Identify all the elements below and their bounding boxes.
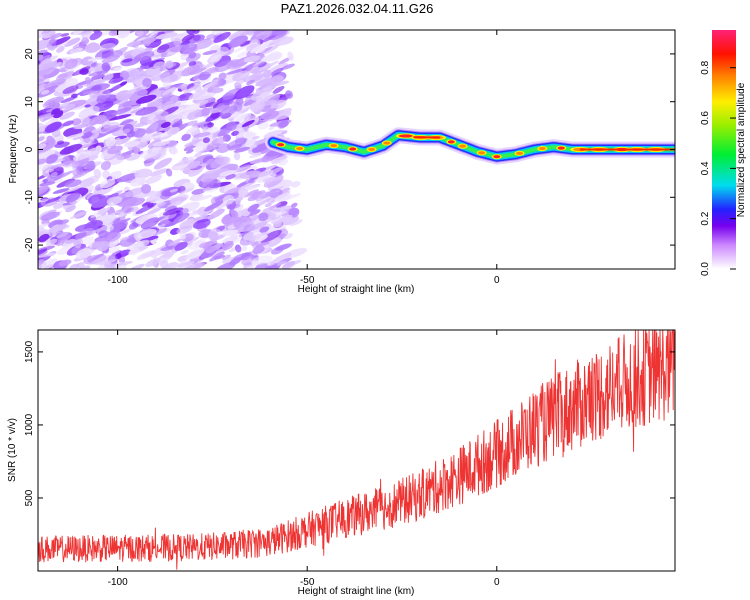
spectrogram-cloud	[38, 30, 308, 269]
colorbar-tick-label: 0.2	[700, 211, 711, 225]
spectrogram-xtick-label: -50	[300, 275, 315, 286]
snr-panel: -100 -50 0 500 1000 1500 Height of straight …	[7, 329, 676, 597]
spectrogram-ylabel: Frequency (Hz)	[8, 115, 19, 184]
spectrogram-ytick-label: -20	[24, 237, 35, 252]
snr-xtick-label: -100	[108, 577, 128, 588]
spectrogram-ytick-label: -10	[24, 190, 35, 205]
snr-ylabel: SNR (10 * v/v)	[7, 418, 18, 482]
colorbar-tick-label: 0.6	[700, 111, 711, 125]
spectrogram-xtick-label: -100	[108, 275, 128, 286]
spectrogram-ytick-label: 20	[24, 48, 35, 60]
spectrogram-ytick-label: 10	[24, 96, 35, 108]
snr-xlabel: Height of straight line (km)	[298, 586, 415, 597]
snr-xtick-label: -50	[300, 577, 315, 588]
snr-series-line	[38, 330, 675, 570]
spectrogram-xtick-label: 0	[494, 275, 500, 286]
spectrogram-ridge	[265, 127, 675, 165]
spectrogram-xlabel: Height of straight line (km)	[298, 284, 415, 295]
snr-ytick-label: 500	[24, 489, 35, 506]
page-title: PAZ1.2026.032.04.11.G26	[280, 1, 434, 16]
snr-frame	[37, 329, 676, 572]
colorbar-tick-label: 0.8	[700, 60, 711, 74]
snr-ytick-label: 1000	[24, 413, 35, 436]
snr-ytick-label: 1500	[24, 340, 35, 363]
colorbar-tick-label: 0.4	[700, 161, 711, 175]
colorbar-tick-label: 0.0	[700, 262, 711, 276]
colorbar-label: Normalized spectral amplitude	[736, 82, 747, 217]
colorbar: 0.0 0.2 0.4 0.6 0.8 Normalized spectral ampl…	[700, 30, 747, 276]
spectrogram-ytick-label: 0	[24, 146, 35, 152]
snr-xtick-label: 0	[494, 577, 500, 588]
colorbar-gradient	[712, 30, 736, 269]
